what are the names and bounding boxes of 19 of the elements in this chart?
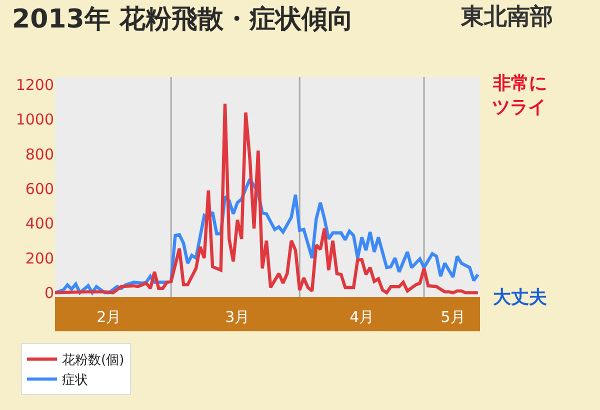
- line-series: [55, 102, 480, 294]
- y-tick-label: 0: [44, 284, 54, 302]
- y-tick-label: 1000: [16, 110, 54, 129]
- y-tick-label: 800: [25, 145, 54, 164]
- y-tick-label: 200: [25, 249, 54, 268]
- x-tick-label: 5月: [440, 308, 466, 326]
- y-tick-label: 600: [25, 180, 54, 198]
- text: ツライ: [492, 97, 546, 118]
- text: 非常に: [492, 73, 547, 94]
- y-tick-label: 1200: [16, 76, 54, 94]
- legend-label: 花粉数(個): [62, 353, 124, 368]
- chart-title: 2013年 花粉飛散・症状傾向: [12, 4, 354, 35]
- legend-label: 症状: [62, 373, 88, 388]
- x-tick-label: 2月: [96, 308, 122, 326]
- chart-subtitle: 東北南部: [460, 4, 553, 30]
- x-tick-label: 3月: [225, 308, 250, 326]
- text: 大丈夫: [492, 287, 547, 308]
- y-tick-label: 400: [25, 214, 54, 233]
- x-tick-label: 4月: [350, 308, 374, 326]
